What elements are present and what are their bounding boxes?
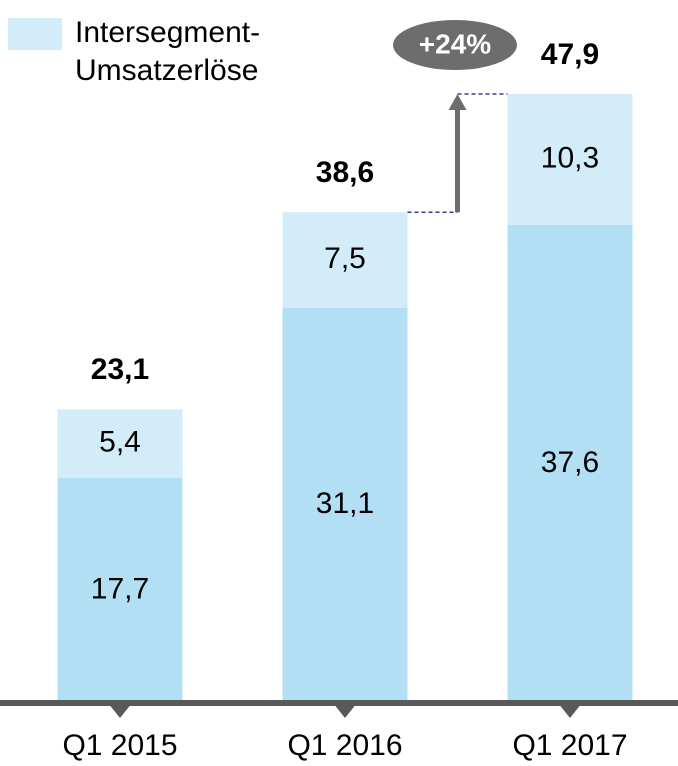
bar-segment — [282, 307, 408, 703]
x-tick-label: Q1 2016 — [287, 729, 402, 762]
axis-notch — [558, 703, 582, 718]
total-label: 23,1 — [91, 353, 149, 386]
value-label: 37,6 — [541, 446, 599, 479]
value-label: 31,1 — [316, 487, 374, 520]
value-label: 10,3 — [541, 141, 599, 174]
x-tick-label: Q1 2015 — [62, 729, 177, 762]
axis-notch — [108, 703, 132, 718]
bar-segment — [57, 409, 183, 478]
legend-swatch — [8, 18, 62, 50]
x-tick-label: Q1 2017 — [512, 729, 627, 762]
annotation-badge — [393, 20, 517, 70]
axis-notch — [333, 703, 357, 718]
legend-label: Intersegment-Umsatzerlöse — [75, 16, 261, 87]
value-label: 17,7 — [91, 572, 149, 605]
bar-segment — [57, 477, 183, 703]
arrow-head — [448, 94, 467, 110]
total-label: 47,9 — [541, 38, 599, 71]
annotation: +24% — [419, 28, 491, 59]
legend: Intersegment-Umsatzerlöse — [8, 14, 315, 90]
value-label: 7,5 — [324, 242, 366, 275]
bar-segment — [507, 94, 633, 225]
total-label: 38,6 — [316, 156, 374, 189]
value-label: 5,4 — [99, 426, 141, 459]
bar-segment — [282, 212, 408, 308]
bar-segment — [507, 224, 633, 703]
